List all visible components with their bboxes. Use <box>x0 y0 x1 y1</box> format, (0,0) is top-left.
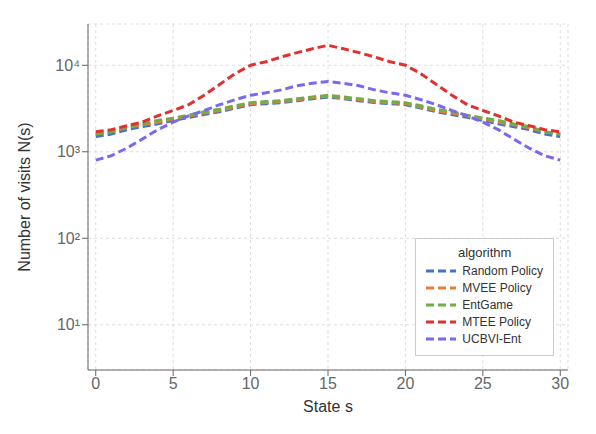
svg-text:10⁴: 10⁴ <box>55 57 80 74</box>
svg-text:10: 10 <box>242 375 260 392</box>
svg-text:State s: State s <box>303 398 353 415</box>
svg-text:10¹: 10¹ <box>57 316 80 333</box>
svg-text:30: 30 <box>551 375 569 392</box>
svg-text:Number of visits N(s): Number of visits N(s) <box>16 122 33 271</box>
html-text:MTEE Policy: MTEE Policy <box>462 315 531 329</box>
svg-text:15: 15 <box>319 375 337 392</box>
html-text:UCBVI-Ent: UCBVI-Ent <box>462 332 521 346</box>
html-text:algorithm: algorithm <box>457 245 512 260</box>
svg-text:20: 20 <box>397 375 415 392</box>
html-text:EntGame: EntGame <box>462 298 513 312</box>
svg-text:5: 5 <box>169 375 178 392</box>
svg-text:25: 25 <box>474 375 492 392</box>
svg-text:10³: 10³ <box>57 143 81 160</box>
html-text:MVEE Policy: MVEE Policy <box>462 281 532 295</box>
html-text:Random Policy: Random Policy <box>462 264 543 278</box>
svg-text:10²: 10² <box>57 230 81 247</box>
svg-text:0: 0 <box>91 375 100 392</box>
